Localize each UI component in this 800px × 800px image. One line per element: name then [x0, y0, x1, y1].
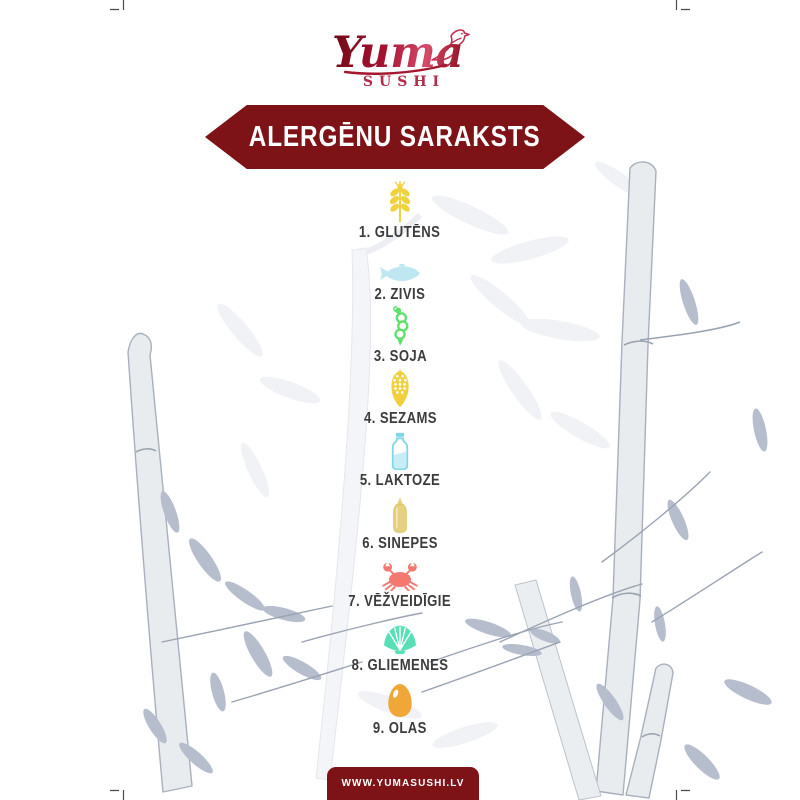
allergen-item: 9. OLAS [0, 672, 800, 738]
logo: Yuma SUSHI [320, 22, 490, 100]
title-ribbon: ALERGĒNU SARAKSTS [205, 105, 585, 169]
allergen-item: 8. GLIEMENES [0, 609, 800, 675]
shell-icon [384, 625, 416, 655]
allergen-item: 7. VĒŽVEIDĪGIE [0, 545, 800, 611]
allergen-label: 7. VĒŽVEIDĪGIE [348, 593, 452, 610]
allergen-item: 5. LAKTOZE [0, 424, 800, 490]
fish-icon [379, 263, 421, 282]
soybean-icon [392, 306, 409, 346]
crab-icon [382, 561, 418, 591]
footer-bar: WWW.YUMASUSHI.LV [327, 767, 479, 800]
allergen-item: 4. SEZAMS [0, 362, 800, 428]
allergen-item: 1. GLUTĒNS [0, 176, 800, 242]
mustard-bottle-icon [393, 497, 407, 533]
brand-name: Yuma [332, 28, 464, 78]
corn-icon [391, 368, 409, 408]
allergen-item: 3. SOJA [0, 300, 800, 366]
egg-icon [388, 683, 412, 718]
allergen-label: 3. SOJA [373, 348, 427, 365]
allergen-label: 6. SINEPES [362, 535, 438, 552]
logo-swash [344, 63, 448, 75]
allergen-label: 5. LAKTOZE [359, 472, 441, 489]
crop-marks [110, 0, 690, 800]
allergen-item: 6. SINEPES [0, 487, 800, 553]
milk-bottle-icon [391, 432, 409, 470]
allergen-item: 2. ZIVIS [0, 238, 800, 304]
website-url: WWW.YUMASUSHI.LV [341, 778, 465, 789]
wheat-icon [389, 180, 411, 222]
allergen-label: 1. GLUTĒNS [359, 224, 441, 241]
page-title: ALERGĒNU SARAKSTS [249, 120, 541, 153]
allergen-label: 8. GLIEMENES [351, 657, 449, 674]
allergen-label: 4. SEZAMS [363, 410, 437, 427]
brand-subtitle: SUSHI [362, 74, 446, 90]
allergen-label: 9. OLAS [373, 720, 427, 737]
dove-icon [431, 29, 470, 61]
allergen-label: 2. ZIVIS [374, 286, 426, 303]
